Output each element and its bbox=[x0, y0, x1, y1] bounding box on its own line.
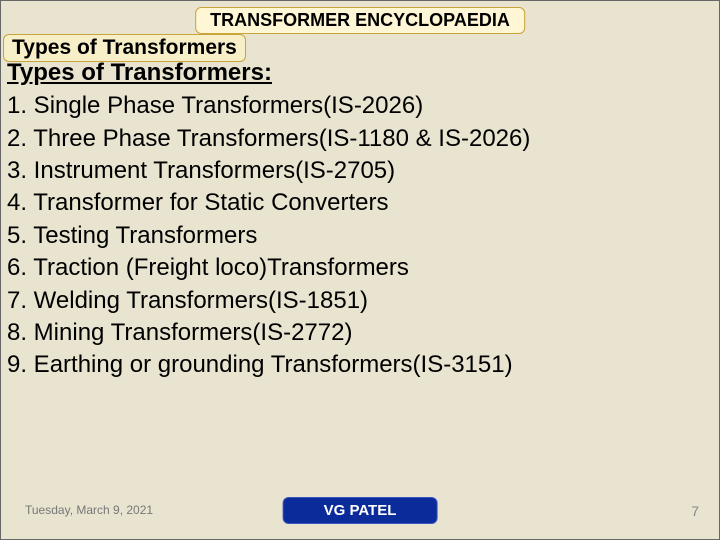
list-item: 2. Three Phase Transformers(IS-1180 & IS… bbox=[7, 123, 713, 155]
list-item: 8. Mining Transformers(IS-2772) bbox=[7, 317, 713, 349]
list-item: 1. Single Phase Transformers(IS-2026) bbox=[7, 90, 713, 122]
footer-author-badge: VG PATEL bbox=[283, 497, 438, 524]
list-item: 3. Instrument Transformers(IS-2705) bbox=[7, 155, 713, 187]
footer: Tuesday, March 9, 2021 VG PATEL 7 bbox=[1, 497, 719, 527]
title-badge: TRANSFORMER ENCYCLOPAEDIA bbox=[195, 7, 525, 34]
list-item: 5. Testing Transformers bbox=[7, 220, 713, 252]
list-item: 7. Welding Transformers(IS-1851) bbox=[7, 285, 713, 317]
content-area: Types of Transformers: 1. Single Phase T… bbox=[7, 57, 713, 382]
list-item: 9. Earthing or grounding Transformers(IS… bbox=[7, 349, 713, 381]
list-item: 6. Traction (Freight loco)Transformers bbox=[7, 252, 713, 284]
slide-title: TRANSFORMER ENCYCLOPAEDIA bbox=[210, 10, 510, 30]
footer-date: Tuesday, March 9, 2021 bbox=[25, 503, 153, 517]
footer-page-number: 7 bbox=[691, 503, 699, 519]
footer-author: VG PATEL bbox=[324, 502, 397, 519]
slide: TRANSFORMER ENCYCLOPAEDIA Types of Trans… bbox=[0, 0, 720, 540]
section-heading: Types of Transformers: bbox=[7, 57, 713, 88]
slide-subtitle: Types of Transformers bbox=[12, 36, 237, 59]
list-item: 4. Transformer for Static Converters bbox=[7, 187, 713, 219]
